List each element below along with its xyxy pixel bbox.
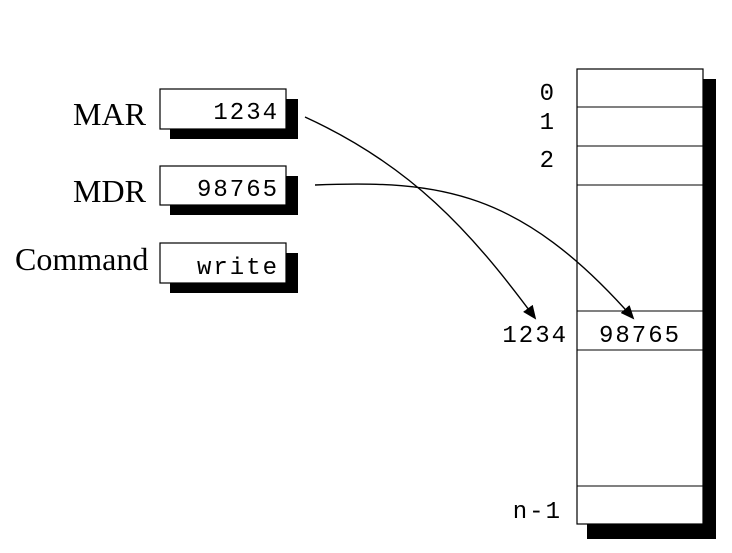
memory-address-1: 1 <box>540 110 556 137</box>
memory-target-value: 98765 <box>599 323 681 350</box>
memory-column <box>576 68 704 525</box>
mdr-box <box>159 165 287 206</box>
command-register: Command write <box>15 241 298 293</box>
mar-box <box>159 88 287 130</box>
mdr-label: MDR <box>73 173 147 209</box>
command-box <box>159 242 287 284</box>
memory-address-2: 2 <box>540 148 556 175</box>
mar-label: MAR <box>73 96 147 132</box>
address-arrow <box>304 116 537 320</box>
mar-register: MAR 1234 <box>73 88 298 139</box>
memory-target-address: 1234 <box>502 323 568 350</box>
memory-last-address: n-1 <box>513 499 562 526</box>
memory-address-0: 0 <box>540 81 556 108</box>
data-arrow <box>314 183 635 320</box>
mdr-value: 98765 <box>197 177 279 204</box>
command-label: Command <box>15 241 148 277</box>
mar-value: 1234 <box>213 100 279 127</box>
mdr-register: MDR 98765 <box>73 165 298 215</box>
memory-block: 0 1 2 1234 n-1 98765 <box>502 68 716 539</box>
command-value: write <box>197 255 279 282</box>
